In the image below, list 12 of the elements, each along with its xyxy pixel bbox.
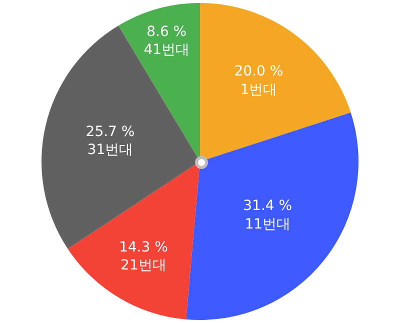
- data-label: 31.4 %: [243, 198, 292, 214]
- slice-label: 11번대: [244, 216, 291, 232]
- data-label: 25.7 %: [86, 124, 135, 140]
- pie-slice: [186, 112, 358, 320]
- data-label: 14.3 %: [118, 239, 168, 256]
- slice-label: 21번대: [120, 258, 166, 274]
- slice-label: 41번대: [144, 42, 190, 58]
- pie-slice: [200, 3, 351, 162]
- data-label: 20.0 %: [234, 64, 284, 80]
- slice-label: 31번대: [87, 142, 134, 158]
- slice-label: 1번대: [240, 82, 278, 98]
- data-label: 8.6 %: [146, 24, 187, 40]
